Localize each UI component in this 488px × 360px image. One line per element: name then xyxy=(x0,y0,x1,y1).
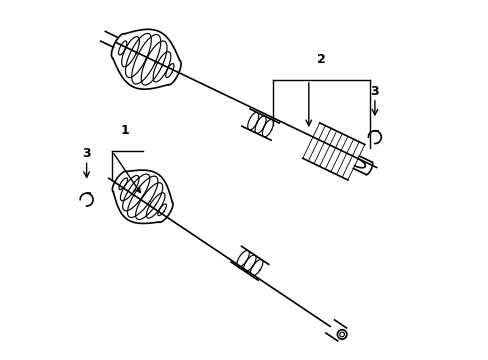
Text: 3: 3 xyxy=(370,85,378,98)
Circle shape xyxy=(337,330,346,339)
Text: 3: 3 xyxy=(82,147,91,160)
Text: 2: 2 xyxy=(316,53,325,66)
Text: 1: 1 xyxy=(120,124,129,137)
